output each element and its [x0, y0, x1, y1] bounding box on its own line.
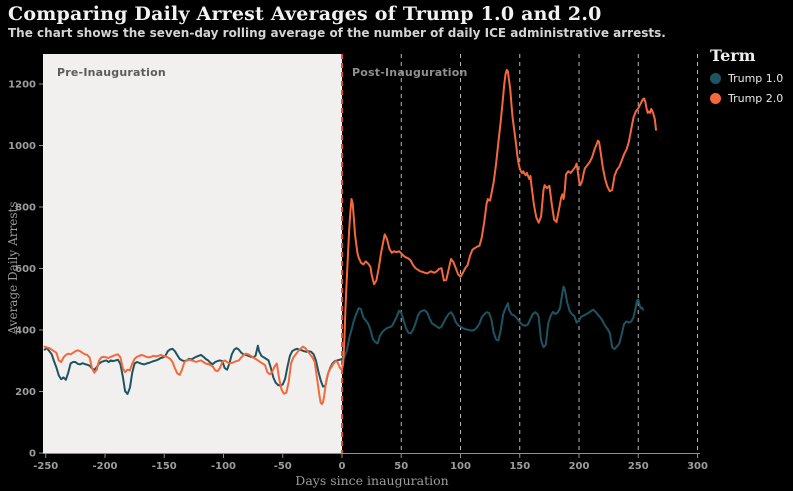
y-tick-label: 1000 [8, 141, 36, 152]
pre-inauguration-label: Pre-Inauguration [57, 66, 166, 79]
legend: Term Trump 1.0 Trump 2.0 [710, 46, 792, 112]
pre-inauguration-region [43, 54, 342, 453]
y-tick-label: 0 [29, 449, 36, 460]
x-tick-label: -50 [274, 461, 292, 472]
legend-item-label: Trump 1.0 [728, 72, 784, 85]
x-tick-label: 200 [569, 461, 590, 472]
x-tick-label: -250 [33, 461, 58, 472]
y-tick-label: 200 [15, 387, 36, 398]
x-tick-label: 300 [687, 461, 708, 472]
trump-1-color-dot-icon [710, 73, 721, 84]
x-tick-label: -150 [152, 461, 177, 472]
legend-title: Term [710, 46, 756, 65]
x-axis-title: Days since inauguration [295, 473, 449, 488]
x-tick-label: 150 [509, 461, 530, 472]
y-tick-label: 400 [15, 326, 36, 337]
x-tick-label: 100 [450, 461, 471, 472]
chart-title: Comparing Daily Arrest Averages of Trump… [8, 3, 602, 25]
trump-2-color-dot-icon [710, 93, 721, 104]
y-tick-label: 1200 [8, 80, 36, 91]
series-line-trump-1 [43, 285, 644, 395]
x-tick-label: 50 [394, 461, 408, 472]
legend-item-label: Trump 2.0 [728, 92, 784, 105]
y-tick-label: 800 [15, 203, 36, 214]
y-axis-title: Average Daily Arrests [6, 201, 20, 335]
chart-subtitle: The chart shows the seven-day rolling av… [8, 26, 666, 40]
legend-item-trump-2: Trump 2.0 [710, 92, 792, 105]
x-tick-label: -100 [211, 461, 236, 472]
x-tick-label: 250 [628, 461, 649, 472]
series-line-trump-2 [43, 68, 657, 406]
post-inauguration-label: Post-Inauguration [352, 66, 468, 79]
legend-item-trump-1: Trump 1.0 [710, 72, 792, 85]
x-tick-label: -200 [92, 461, 117, 472]
y-tick-label: 600 [15, 264, 36, 275]
x-tick-label: 0 [339, 461, 346, 472]
